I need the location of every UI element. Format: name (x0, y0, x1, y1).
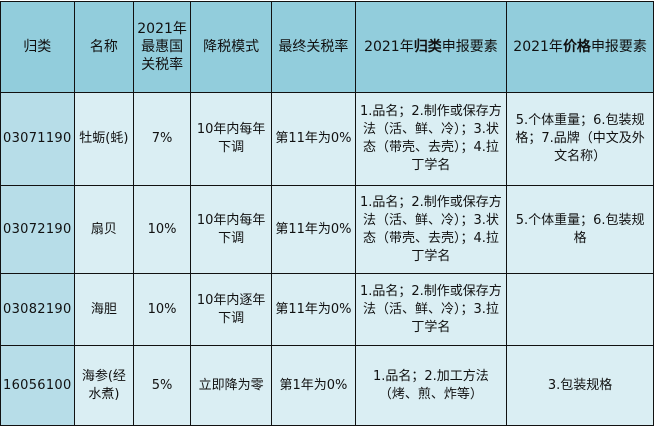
cell-name: 海参(经水煮) (73, 345, 135, 426)
table-row: 16056100 海参(经水煮) 5% 立即降为零 第1年为0% 1.品名；2.… (0, 345, 654, 426)
header-bold-text: 价格 (562, 39, 591, 55)
header-text: 2021年 (513, 39, 563, 55)
cell-rate: 5% (133, 345, 191, 426)
cell-price: 3.包装规格 (506, 345, 654, 426)
cell-classify: 1.品名；2.加工方法（烤、煎、炸等） (354, 345, 508, 426)
table-row: 03071190 牡蛎(蚝) 7% 10年内每年下调 第11年为0% 1.品名；… (0, 92, 654, 186)
cell-price: 5.个体重量；6.包装规格；7.品牌（中文及外文名称） (506, 92, 654, 186)
header-classify-elements: 2021年归类申报要素 (354, 1, 508, 93)
table-row: 03082190 海胆 10% 10年内逐年下调 第11年为0% 1.品名；2.… (0, 273, 654, 346)
header-name: 名称 (73, 1, 135, 93)
cell-classify: 1.品名；2.制作或保存方法（活、鲜、冷）；3.状态（带壳、去壳）；4.拉丁学名 (354, 185, 508, 274)
header-price-elements: 2021年价格申报要素 (506, 1, 654, 93)
table-row: 03072190 扇贝 10% 10年内每年下调 第11年为0% 1.品名；2.… (0, 185, 654, 274)
header-classify: 归类 (0, 1, 75, 93)
cell-classify: 1.品名；2.制作或保存方法（活、鲜、冷）；3.状态（带壳、去壳）；4.拉丁学名 (354, 92, 508, 186)
header-text: 申报要素 (441, 39, 498, 55)
cell-rate: 10% (133, 273, 191, 346)
cell-final: 第11年为0% (271, 273, 356, 346)
cell-rate: 10% (133, 185, 191, 274)
cell-mode: 10年内每年下调 (189, 185, 273, 274)
cell-price (506, 273, 654, 346)
header-mfn-rate: 2021年最惠国关税率 (133, 1, 191, 93)
cell-mode: 立即降为零 (189, 345, 273, 426)
header-row: 归类 名称 2021年最惠国关税率 降税模式 最终关税率 2021年归类申报要素… (0, 1, 654, 93)
cell-code: 16056100 (0, 345, 75, 426)
cell-name: 扇贝 (73, 185, 135, 274)
cell-price: 5.个体重量；6.包装规格 (506, 185, 654, 274)
header-bold-text: 归类 (413, 39, 442, 55)
cell-mode: 10年内逐年下调 (189, 273, 273, 346)
header-reduction-mode: 降税模式 (189, 1, 273, 93)
header-text: 2021年 (364, 39, 414, 55)
cell-rate: 7% (133, 92, 191, 186)
header-text: 申报要素 (590, 39, 647, 55)
cell-name: 牡蛎(蚝) (73, 92, 135, 186)
cell-final: 第11年为0% (271, 92, 356, 186)
cell-name: 海胆 (73, 273, 135, 346)
header-final-rate: 最终关税率 (271, 1, 356, 93)
cell-mode: 10年内每年下调 (189, 92, 273, 186)
cell-classify: 1.品名；2.制作或保存方法（活、鲜、冷）；3.拉丁学名 (354, 273, 508, 346)
cell-final: 第1年为0% (271, 345, 356, 426)
cell-code: 03071190 (0, 92, 75, 186)
cell-code: 03082190 (0, 273, 75, 346)
cell-code: 03072190 (0, 185, 75, 274)
cell-final: 第11年为0% (271, 185, 356, 274)
